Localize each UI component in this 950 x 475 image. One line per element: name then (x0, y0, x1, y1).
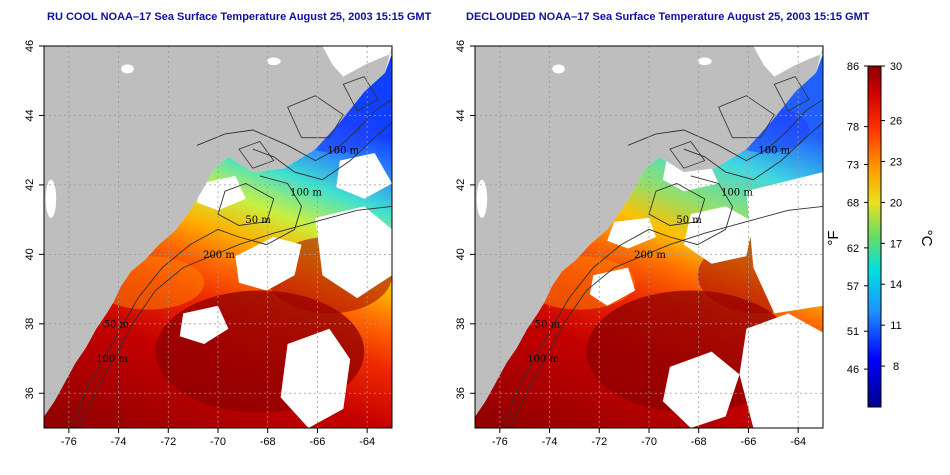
bathymetry-contour (252, 122, 392, 181)
y-tick-label: 46 (455, 40, 467, 52)
map-title-left: RU COOL NOAA–17 Sea Surface Temperature … (47, 11, 432, 23)
cloud-mask (589, 267, 636, 306)
contour-label: 50 m (245, 215, 271, 226)
x-tick-label: -70 (641, 436, 657, 448)
land-mass (44, 46, 392, 417)
bathymetry-contour (217, 183, 275, 226)
bathymetry-contour (342, 76, 379, 112)
fahrenheit-tick-label: 57 (847, 281, 859, 293)
contour-label: 50 m (104, 319, 130, 330)
fahrenheit-tick-label: 78 (847, 122, 859, 134)
x-tick-label: -76 (61, 436, 77, 448)
fahrenheit-tick-label: 62 (847, 243, 859, 255)
y-tick-label: 44 (455, 109, 467, 121)
cloud-mask (197, 175, 246, 211)
bathymetry-contour (648, 183, 706, 226)
celsius-tick-label: 20 (890, 197, 902, 209)
y-tick-label: 38 (24, 318, 36, 330)
fahrenheit-tick-label: 51 (847, 326, 859, 338)
contour-label: 100 m (527, 354, 559, 365)
cloud-mask (607, 217, 656, 249)
fahrenheit-tick-label: 73 (847, 160, 859, 172)
y-tick-label: 44 (24, 109, 36, 121)
fahrenheit-tick-label: 86 (847, 61, 859, 73)
fahrenheit-tick-label: 46 (847, 364, 859, 376)
lake (121, 64, 134, 74)
y-tick-label: 42 (24, 179, 36, 191)
y-tick-label: 40 (24, 248, 36, 260)
y-tick-label: 36 (24, 387, 36, 399)
cloud-mask (662, 351, 740, 428)
land-mass (475, 46, 823, 417)
contour-label: 100 m (96, 354, 128, 365)
cloud-mask (683, 206, 754, 264)
lake (45, 179, 57, 218)
land-mass (44, 46, 323, 111)
x-tick-label: -76 (492, 436, 508, 448)
contour-label: 200 m (203, 250, 235, 261)
celsius-unit-label: °C (918, 230, 935, 247)
map-title-right: DECLOUDED NOAA–17 Sea Surface Temperatur… (466, 11, 870, 23)
colorbar-scale (867, 65, 882, 408)
cloud-mask (336, 153, 392, 199)
contour-label: 100 m (721, 187, 753, 198)
lake (266, 57, 281, 66)
y-tick-label: 40 (455, 248, 467, 260)
lake (552, 64, 565, 74)
contour-label: 50 m (535, 319, 561, 330)
fahrenheit-tick-label: 68 (847, 197, 859, 209)
bathymetry-contour (71, 175, 302, 428)
celsius-tick-label: 8 (893, 361, 899, 373)
x-tick-label: -72 (160, 436, 176, 448)
sst-map-left: 100 m 100 m 50 m 200 m 50 m 100 m -76 -74 -72 -70… (24, 40, 393, 448)
bathymetry-contour (78, 98, 392, 428)
bathymetry-contour (683, 122, 823, 181)
cloud-mask (315, 206, 392, 299)
contour-label: 100 m (758, 146, 790, 157)
x-tick-label: -74 (542, 436, 558, 448)
lake (476, 179, 488, 218)
cloud-mask (746, 172, 823, 314)
y-tick-label: 38 (455, 318, 467, 330)
bathymetry-contour (509, 98, 823, 428)
contour-label: 100 m (327, 146, 359, 157)
celsius-tick-label: 14 (890, 279, 902, 291)
x-tick-label: -64 (359, 436, 375, 448)
celsius-tick-label: 23 (890, 156, 902, 168)
lake (697, 57, 712, 66)
contour-label: 100 m (290, 187, 322, 198)
bathymetry-contour (287, 95, 344, 139)
celsius-tick-label: 30 (890, 61, 902, 73)
contour-label: 200 m (634, 250, 666, 261)
x-tick-label: -72 (591, 436, 607, 448)
x-tick-label: -68 (260, 436, 276, 448)
bathymetry-contour (669, 141, 706, 169)
bathymetry-contour (718, 95, 775, 139)
land-mass (475, 46, 754, 111)
contour-label: 50 m (676, 215, 702, 226)
x-tick-label: -74 (111, 436, 127, 448)
sst-map-right: 100 m 100 m 50 m 200 m 50 m 100 m -76 -74 -72 -70… (455, 40, 824, 448)
celsius-tick-label: 17 (890, 238, 902, 250)
bathymetry-contour (238, 141, 275, 169)
cloud-mask (235, 237, 302, 291)
x-tick-label: -70 (210, 436, 226, 448)
temperature-colorbar: 86 78 73 68 62 57 51 46 30 26 23 20 17 14 11 8 °F °C (825, 61, 935, 408)
y-tick-label: 36 (455, 387, 467, 399)
celsius-tick-label: 11 (890, 320, 901, 332)
cloud-mask (280, 328, 351, 428)
y-tick-label: 42 (455, 179, 467, 191)
cloud-mask (739, 313, 823, 428)
x-tick-label: -66 (309, 436, 325, 448)
cloud-mask (179, 305, 229, 344)
bathymetry-contour (773, 76, 810, 112)
celsius-tick-label: 26 (890, 116, 902, 128)
x-tick-label: -64 (790, 436, 806, 448)
y-tick-label: 46 (24, 40, 36, 52)
fahrenheit-unit-label: °F (825, 230, 842, 245)
x-tick-label: -68 (691, 436, 707, 448)
bathymetry-contour (502, 175, 733, 428)
x-tick-label: -66 (740, 436, 756, 448)
